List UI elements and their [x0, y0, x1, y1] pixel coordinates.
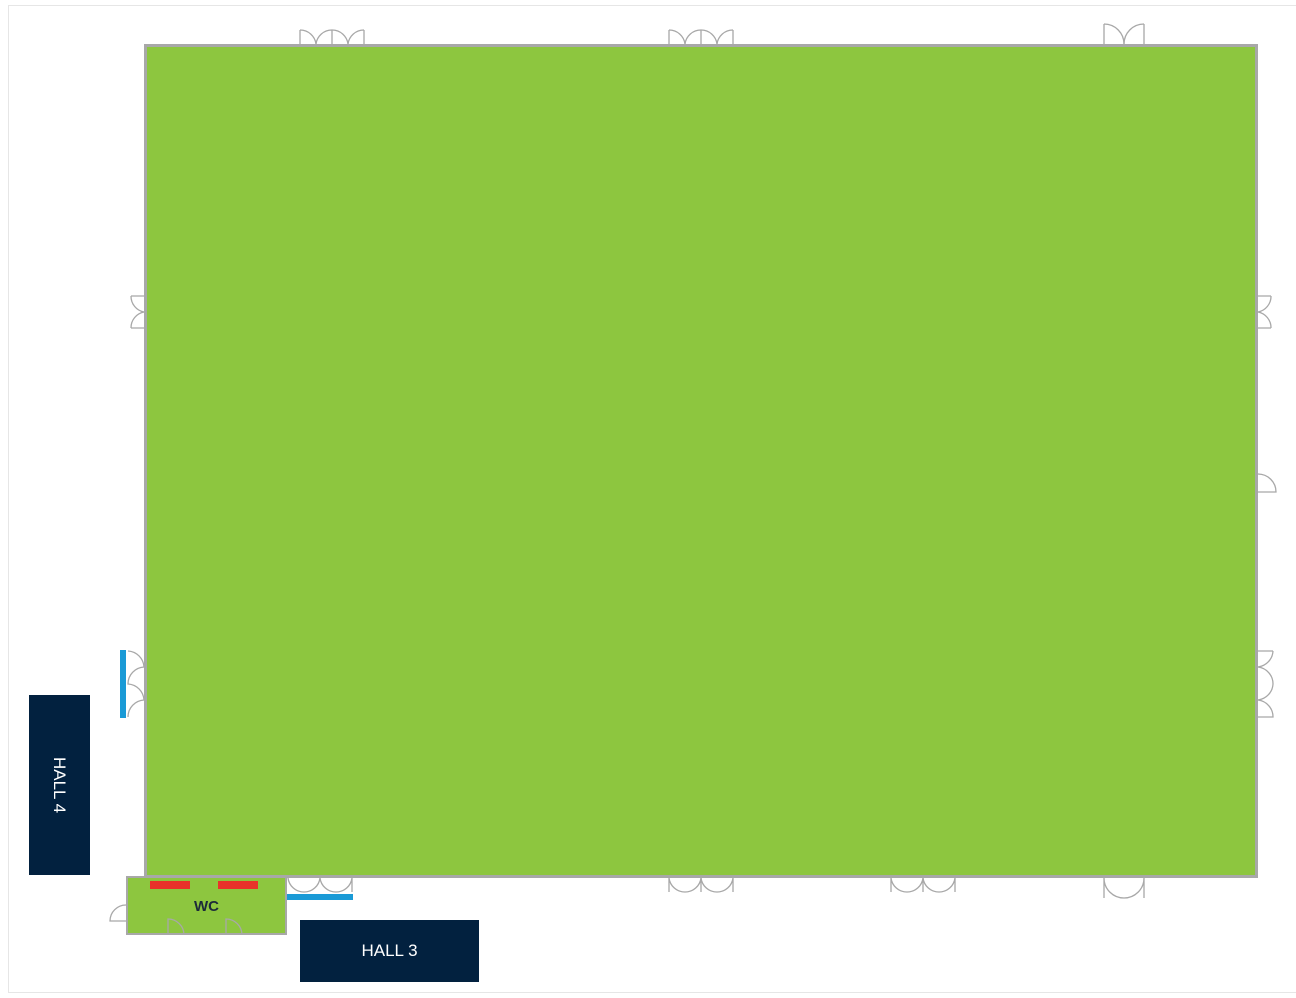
door-icon-left-lower: [127, 650, 145, 718]
door-icon-top-1: [299, 29, 365, 45]
door-icon-wc-outer: [109, 904, 127, 922]
hall-3-label-box[interactable]: HALL 3: [300, 920, 479, 982]
wc-facility-marker-right: [218, 881, 258, 889]
door-icon-wc-right: [225, 918, 243, 936]
door-icon-right-upper: [1257, 295, 1272, 329]
left-access-marker: [120, 650, 126, 718]
door-icon-bottom-4: [1103, 877, 1145, 899]
main-hall-floor[interactable]: [144, 44, 1258, 878]
wc-label: WC: [194, 898, 219, 915]
door-icon-bottom-2: [668, 877, 734, 893]
map-frame: [8, 5, 1296, 993]
hall-4-label-box[interactable]: HALL 4: [29, 695, 90, 875]
door-icon-bottom-3: [890, 877, 956, 893]
wc-facility-marker-left: [150, 881, 190, 889]
door-icon-top-2: [668, 29, 734, 45]
door-icon-right-middle: [1257, 473, 1277, 493]
bottom-access-marker: [287, 894, 353, 900]
door-icon-left-upper: [130, 295, 145, 329]
door-icon-wc-left: [167, 918, 185, 936]
wc-room[interactable]: WC: [126, 876, 287, 935]
hall-3-label: HALL 3: [361, 941, 418, 960]
door-icon-top-3: [1103, 23, 1145, 45]
door-icon-right-lower: [1257, 650, 1274, 718]
door-icon-bottom-1: [287, 877, 353, 893]
